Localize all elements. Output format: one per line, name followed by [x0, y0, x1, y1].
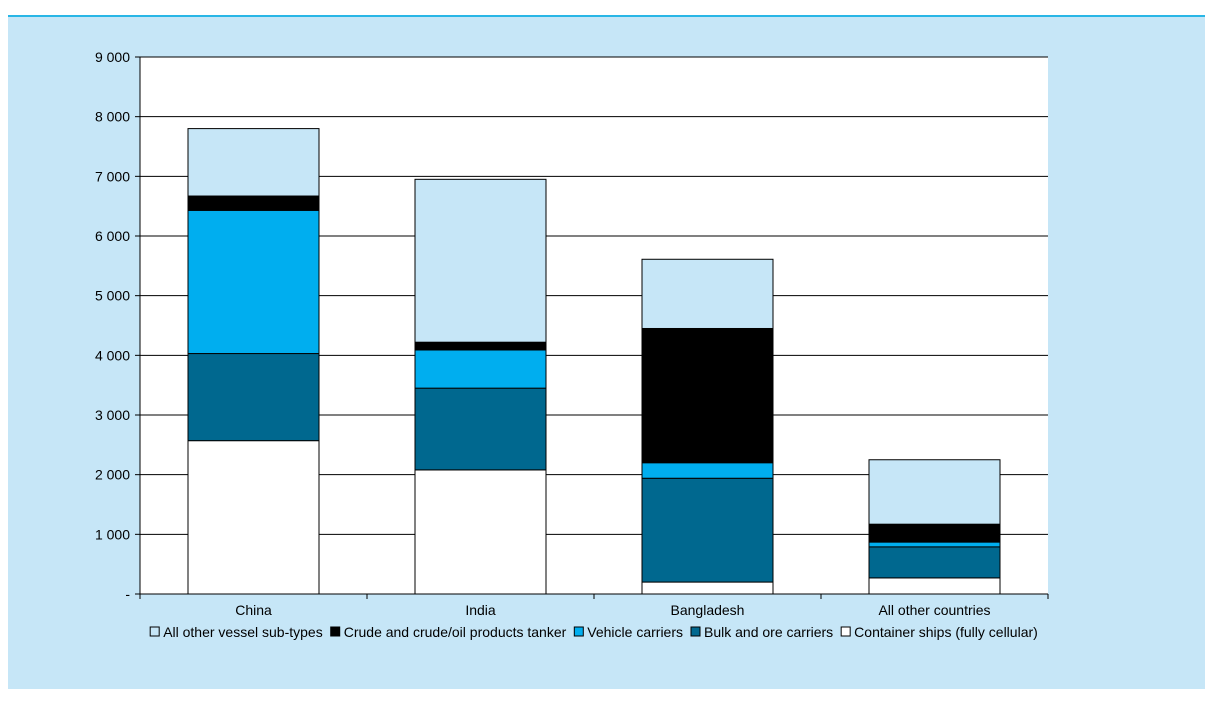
bar-segment — [414, 387, 547, 471]
legend-swatch — [840, 626, 851, 637]
y-tick-label: 3 000 — [95, 407, 130, 423]
legend-item: Crude and crude/oil products tanker — [330, 624, 567, 640]
axes — [135, 56, 1049, 599]
bar-segment — [187, 195, 320, 211]
bar-segment — [187, 128, 320, 197]
bar-segment — [868, 523, 1001, 543]
legend-item: All other vessel sub-types — [149, 624, 323, 640]
x-tick-label: India — [465, 602, 496, 618]
bar-segment — [187, 353, 320, 442]
y-tick-label: 4 000 — [95, 347, 130, 363]
legend-item: Container ships (fully cellular) — [840, 624, 1038, 640]
bar-segment — [641, 327, 774, 464]
bar-segment — [641, 581, 774, 595]
legend-label: Vehicle carriers — [587, 624, 683, 640]
bar-segment — [641, 258, 774, 329]
legend-swatch — [149, 626, 160, 637]
legend-label: Container ships (fully cellular) — [854, 624, 1038, 640]
stacked-bar-chart: - 1 000 2 000 3 000 4 000 5 000 6 000 7 000 8 00… — [8, 17, 1205, 689]
legend-swatch — [330, 626, 341, 637]
y-tick-label: 5 000 — [95, 288, 130, 304]
legend-label: All other vessel sub-types — [163, 624, 323, 640]
bar-segment — [868, 546, 1001, 579]
bar-segment — [641, 462, 774, 479]
legend-label: Crude and crude/oil products tanker — [344, 624, 567, 640]
bar-segment — [414, 349, 547, 389]
y-tick-label: 1 000 — [95, 526, 130, 542]
bar-segment — [868, 541, 1001, 548]
legend-item: Bulk and ore carriers — [690, 624, 833, 640]
bar-segment — [414, 178, 547, 343]
bar-segment — [414, 341, 547, 351]
y-tick-label: 7 000 — [95, 168, 130, 184]
x-tick-label: Bangladesh — [671, 602, 745, 618]
y-tick-label: - — [125, 586, 130, 602]
y-tick-label: 8 000 — [95, 109, 130, 125]
bar-segment — [868, 459, 1001, 525]
chart-panel: - 1 000 2 000 3 000 4 000 5 000 6 000 7 000 8 00… — [8, 15, 1205, 689]
legend-swatch — [690, 626, 701, 637]
bars — [187, 128, 1001, 595]
legend-label: Bulk and ore carriers — [704, 624, 833, 640]
legend: All other vessel sub-types Crude and crud… — [149, 624, 1038, 640]
legend-swatch — [573, 626, 584, 637]
bar-segment — [641, 477, 774, 583]
x-tick-labels: China India Bangladesh All other countries — [235, 602, 990, 618]
bar-segment — [868, 577, 1001, 595]
y-tick-labels: - 1 000 2 000 3 000 4 000 5 000 6 000 7 000 8 00… — [95, 49, 130, 602]
y-tick-label: 2 000 — [95, 467, 130, 483]
legend-item: Vehicle carriers — [573, 624, 683, 640]
x-tick-label: China — [235, 602, 272, 618]
bar-segment — [187, 209, 320, 355]
bar-segment — [187, 440, 320, 595]
y-tick-label: 9 000 — [95, 49, 130, 65]
bar-segment — [414, 469, 547, 595]
x-tick-label: All other countries — [878, 602, 990, 618]
y-tick-label: 6 000 — [95, 228, 130, 244]
